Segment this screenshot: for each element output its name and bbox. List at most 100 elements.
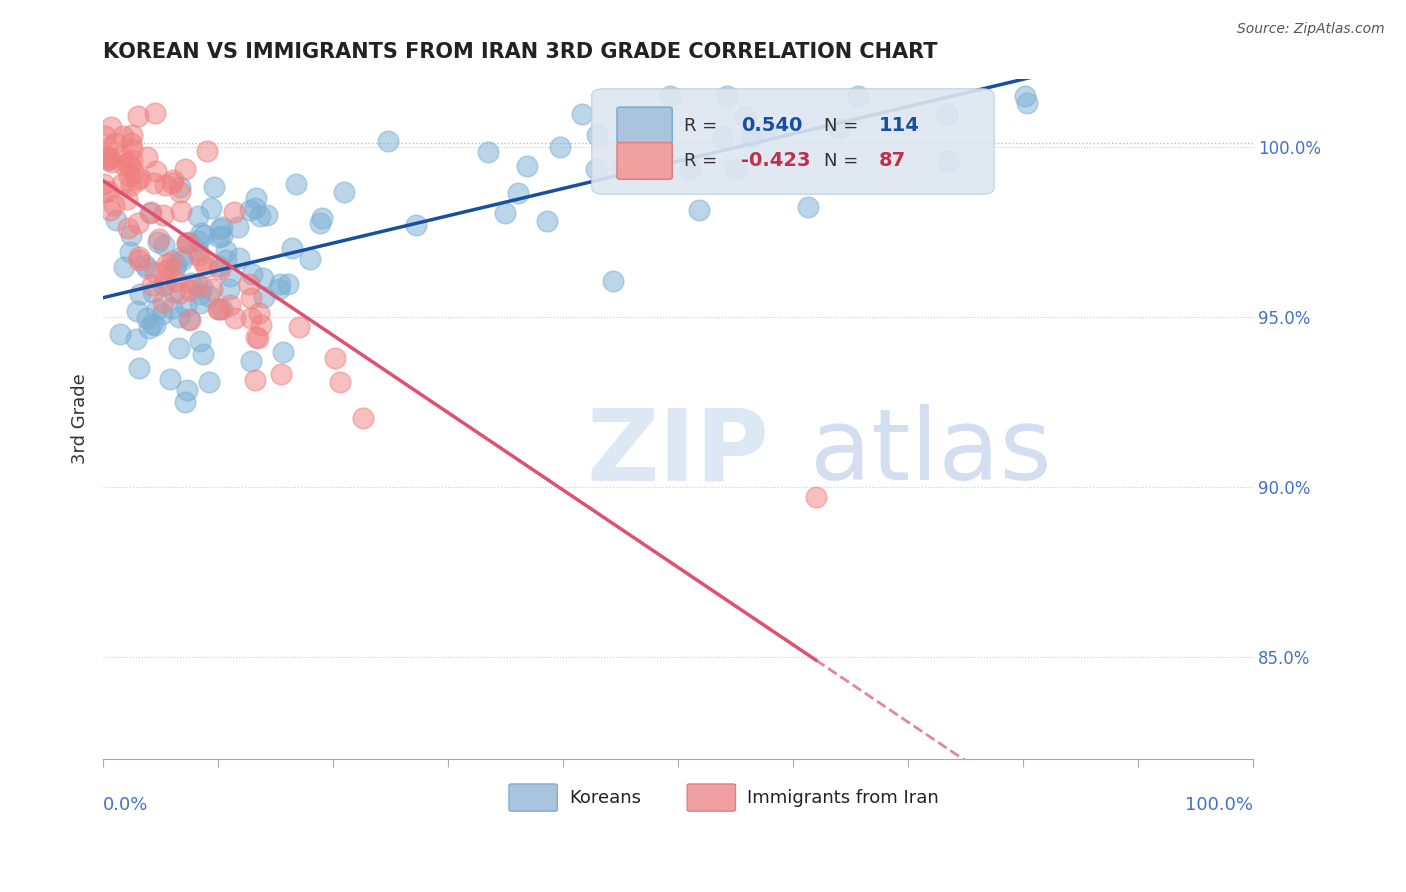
- Text: 100.0%: 100.0%: [1185, 797, 1253, 814]
- Point: [311, 211, 333, 225]
- Point: [936, 106, 959, 120]
- Point: [207, 259, 229, 273]
- Point: [93, 177, 115, 191]
- FancyBboxPatch shape: [509, 784, 557, 811]
- Point: [136, 310, 159, 325]
- Point: [256, 208, 278, 222]
- Point: [285, 177, 308, 191]
- Point: [177, 235, 200, 249]
- Point: [679, 161, 702, 176]
- Point: [169, 286, 191, 301]
- Point: [267, 282, 290, 296]
- Point: [143, 105, 166, 120]
- Point: [176, 235, 198, 250]
- Point: [506, 186, 529, 200]
- Point: [179, 284, 201, 298]
- Point: [125, 303, 148, 318]
- Point: [148, 235, 170, 249]
- Point: [477, 145, 499, 159]
- Point: [104, 136, 127, 151]
- Point: [152, 295, 174, 310]
- Point: [162, 301, 184, 315]
- Point: [112, 158, 135, 172]
- Point: [129, 286, 152, 301]
- Point: [121, 128, 143, 142]
- Point: [96, 150, 118, 164]
- Point: [98, 202, 121, 217]
- Point: [585, 162, 607, 177]
- Point: [602, 275, 624, 289]
- Point: [377, 135, 399, 149]
- Point: [734, 111, 756, 125]
- Point: [118, 158, 141, 172]
- Point: [121, 142, 143, 156]
- Text: ZIP: ZIP: [586, 404, 769, 501]
- Point: [238, 277, 260, 292]
- Point: [239, 354, 262, 368]
- Point: [115, 192, 138, 206]
- Point: [148, 232, 170, 246]
- Point: [188, 287, 211, 301]
- Point: [226, 219, 249, 234]
- Point: [208, 229, 231, 244]
- Point: [136, 150, 159, 164]
- Point: [571, 107, 593, 121]
- Text: N =: N =: [824, 152, 858, 169]
- Point: [287, 319, 309, 334]
- Point: [1014, 88, 1036, 103]
- Point: [156, 257, 179, 271]
- Point: [240, 311, 263, 326]
- Point: [846, 88, 869, 103]
- Point: [153, 278, 176, 293]
- Point: [166, 256, 188, 270]
- Point: [193, 227, 215, 242]
- Point: [141, 317, 163, 331]
- Point: [200, 202, 222, 216]
- Text: Koreans: Koreans: [569, 789, 641, 806]
- Point: [208, 301, 231, 316]
- Point: [494, 206, 516, 220]
- Point: [115, 156, 138, 170]
- Point: [281, 241, 304, 255]
- Text: Immigrants from Iran: Immigrants from Iran: [747, 789, 939, 806]
- Point: [162, 172, 184, 186]
- Point: [152, 208, 174, 222]
- Point: [309, 216, 332, 230]
- FancyBboxPatch shape: [592, 89, 994, 194]
- Point: [741, 128, 763, 143]
- Point: [725, 162, 748, 177]
- Point: [108, 326, 131, 341]
- Text: -0.423: -0.423: [741, 152, 811, 170]
- Point: [160, 176, 183, 190]
- Point: [222, 204, 245, 219]
- Point: [224, 311, 246, 326]
- Point: [250, 318, 273, 333]
- Point: [160, 254, 183, 268]
- Point: [169, 180, 191, 194]
- Point: [111, 177, 134, 191]
- Point: [651, 149, 673, 163]
- Point: [405, 219, 427, 233]
- Y-axis label: 3rd Grade: 3rd Grade: [72, 374, 89, 464]
- Point: [177, 312, 200, 326]
- Point: [96, 141, 118, 155]
- Point: [240, 267, 263, 281]
- Text: 0.540: 0.540: [741, 116, 803, 135]
- Point: [94, 185, 117, 199]
- Point: [118, 169, 141, 183]
- Point: [187, 234, 209, 248]
- Point: [190, 226, 212, 240]
- Point: [127, 173, 149, 187]
- Text: R =: R =: [683, 152, 717, 169]
- Point: [174, 394, 197, 409]
- Point: [105, 212, 128, 227]
- Point: [938, 154, 960, 169]
- Point: [111, 149, 134, 163]
- Point: [179, 313, 201, 327]
- Point: [163, 260, 186, 275]
- Point: [190, 334, 212, 349]
- Point: [121, 153, 143, 167]
- Text: 87: 87: [879, 152, 907, 170]
- Point: [659, 88, 682, 103]
- Point: [612, 159, 634, 173]
